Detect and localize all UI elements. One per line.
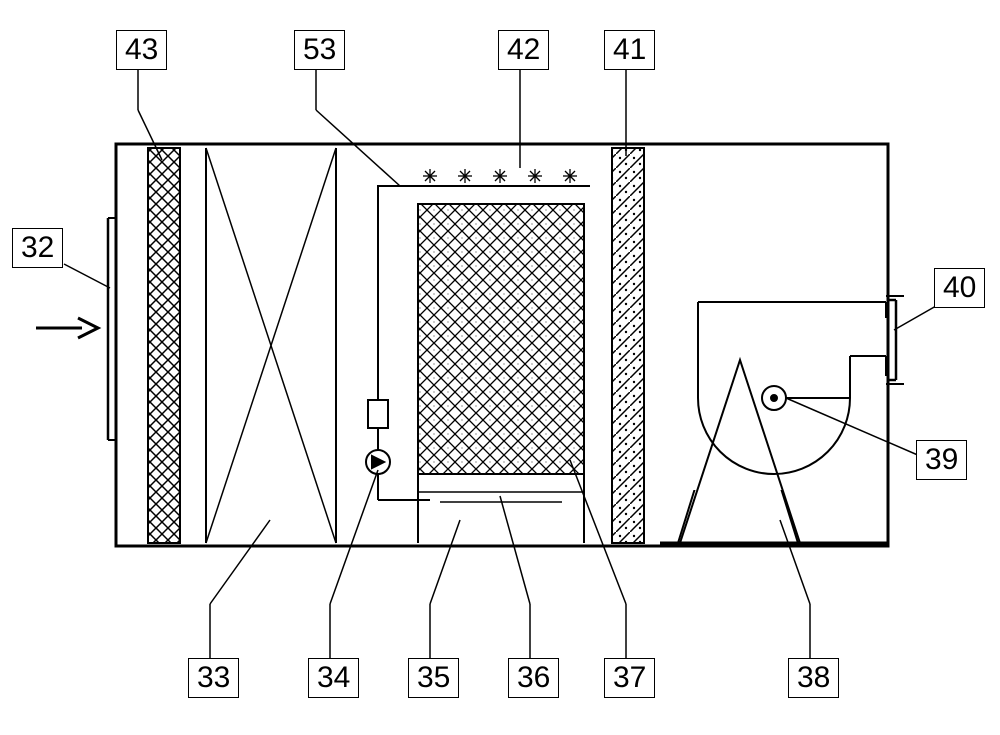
filter-41 bbox=[612, 148, 644, 543]
water-tank bbox=[418, 474, 584, 543]
diagram-canvas bbox=[0, 0, 1000, 735]
label-36: 36 bbox=[508, 658, 559, 698]
label-53: 53 bbox=[294, 30, 345, 70]
label-35: 35 bbox=[408, 658, 459, 698]
label-34: 34 bbox=[308, 658, 359, 698]
label-38: 38 bbox=[788, 658, 839, 698]
coil-33 bbox=[206, 148, 336, 543]
label-33: 33 bbox=[188, 658, 239, 698]
pad-37 bbox=[418, 204, 584, 474]
label-37: 37 bbox=[604, 658, 655, 698]
label-40: 40 bbox=[934, 268, 985, 308]
label-43: 43 bbox=[116, 30, 167, 70]
label-39: 39 bbox=[916, 440, 967, 480]
label-42: 42 bbox=[498, 30, 549, 70]
spray-header bbox=[410, 169, 590, 186]
label-32: 32 bbox=[12, 228, 63, 268]
flow-arrow bbox=[36, 318, 98, 338]
label-41: 41 bbox=[604, 30, 655, 70]
filter-43 bbox=[148, 148, 180, 543]
